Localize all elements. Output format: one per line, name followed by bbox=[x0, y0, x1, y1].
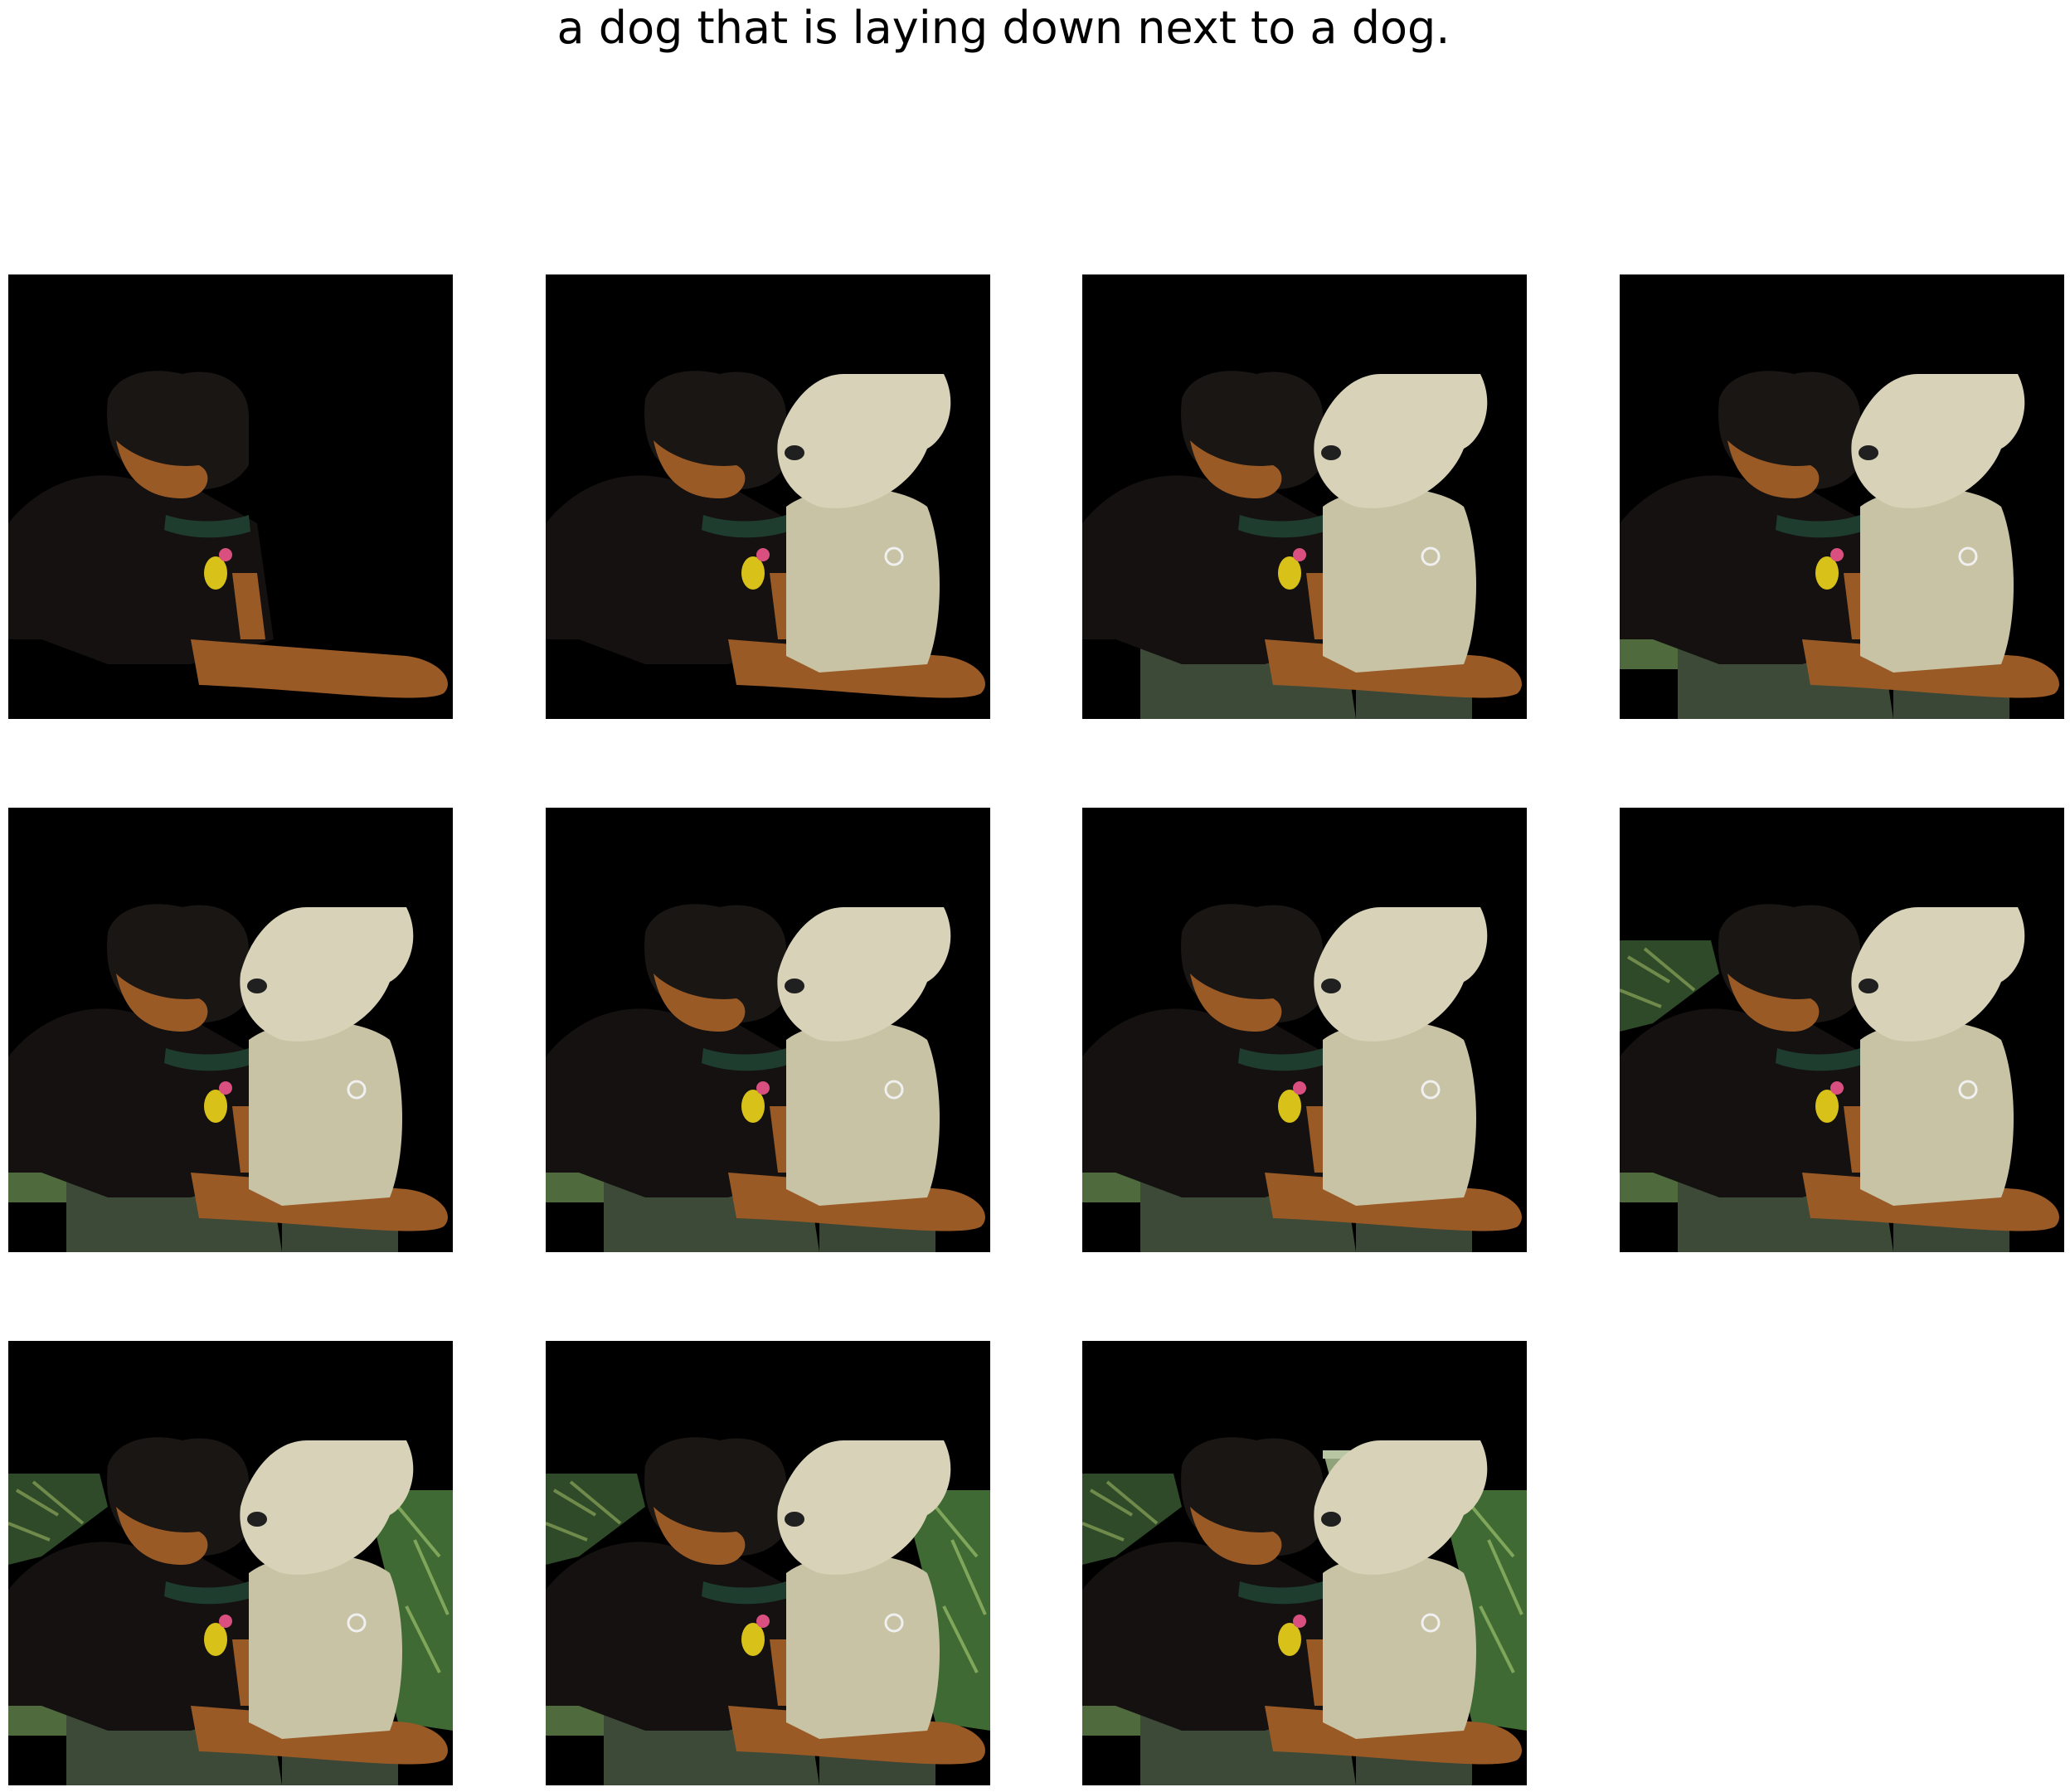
grass-left-layer bbox=[1620, 1173, 1678, 1252]
panel-9 bbox=[8, 1341, 453, 1785]
panel-1 bbox=[8, 274, 453, 719]
grass-left-layer bbox=[1082, 1706, 1140, 1785]
panel-4 bbox=[1620, 274, 2064, 719]
white-dog-layer bbox=[1851, 374, 2025, 673]
panel-6 bbox=[546, 808, 990, 1252]
panel-10-image bbox=[546, 1341, 990, 1785]
panel-2-image bbox=[546, 274, 990, 719]
grass-left-layer bbox=[546, 1173, 604, 1252]
grass-left-layer bbox=[546, 1706, 604, 1785]
panel-5-image bbox=[8, 808, 453, 1252]
grass-left-layer bbox=[1082, 1173, 1140, 1252]
white-dog-layer bbox=[240, 907, 414, 1206]
panel-8-image bbox=[1620, 808, 2064, 1252]
panel-1-image bbox=[8, 274, 453, 719]
white-dog-layer bbox=[777, 374, 951, 673]
rottweiler-layer bbox=[8, 371, 448, 698]
white-dog-layer bbox=[1314, 374, 1488, 673]
white-dog-layer bbox=[1314, 907, 1488, 1206]
panel-2 bbox=[546, 274, 990, 719]
white-dog-layer bbox=[1851, 907, 2025, 1206]
panel-7-image bbox=[1082, 808, 1527, 1252]
plants-top-left-layer bbox=[546, 1474, 645, 1565]
panel-6-image bbox=[546, 808, 990, 1252]
white-dog-layer bbox=[1314, 1440, 1488, 1739]
panel-4-image bbox=[1620, 274, 2064, 719]
panel-5 bbox=[8, 808, 453, 1252]
panel-11 bbox=[1082, 1341, 1527, 1785]
panel-7 bbox=[1082, 808, 1527, 1252]
rottweiler-layer bbox=[1620, 904, 2059, 1231]
grass-left-layer bbox=[8, 1706, 66, 1785]
grass-left-layer bbox=[1620, 639, 1678, 719]
panel-9-image bbox=[8, 1341, 453, 1785]
panel-3 bbox=[1082, 274, 1527, 719]
plants-top-left-layer bbox=[8, 1474, 108, 1565]
panel-11-image bbox=[1082, 1341, 1527, 1785]
figure-caption: a dog that is laying down next to a dog. bbox=[556, 2, 1450, 54]
plants-top-left-layer bbox=[1620, 940, 1719, 1032]
panel-3-image bbox=[1082, 274, 1527, 719]
white-dog-layer bbox=[777, 1440, 951, 1739]
panel-8 bbox=[1620, 808, 2064, 1252]
grass-left-layer bbox=[8, 1173, 66, 1252]
white-dog-layer bbox=[240, 1440, 414, 1739]
panel-10 bbox=[546, 1341, 990, 1785]
plants-top-left-layer bbox=[1082, 1474, 1182, 1565]
white-dog-layer bbox=[777, 907, 951, 1206]
